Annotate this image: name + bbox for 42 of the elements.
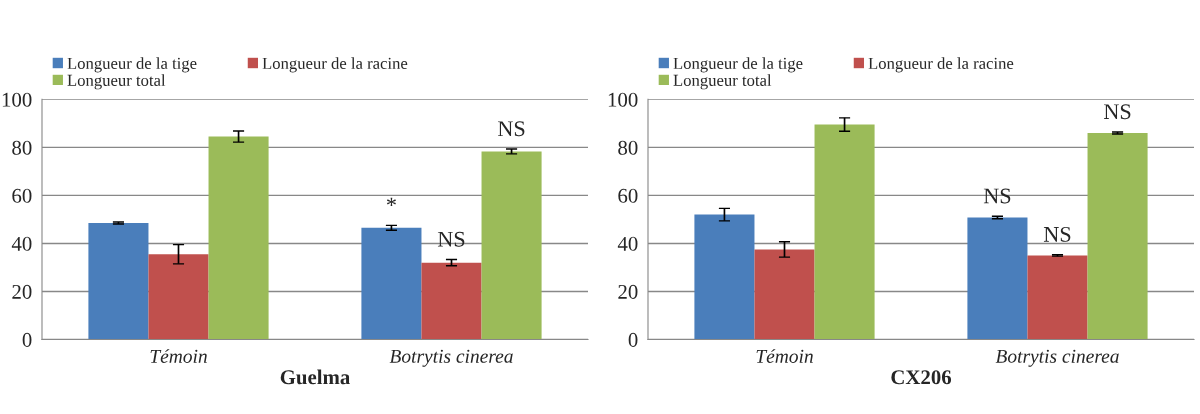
y-tick-label: 20 <box>12 284 32 299</box>
annotation: * <box>386 197 396 206</box>
legend-label: Longueur total <box>67 74 166 90</box>
bar <box>1027 255 1088 340</box>
x-tick-label: Témoin <box>150 349 207 363</box>
x-tick-label: Témoin <box>756 349 813 363</box>
annotation: NS <box>498 121 525 137</box>
legend-label: Longueur de la racine <box>868 57 1014 73</box>
y-tick-label: 20 <box>618 284 638 299</box>
bar <box>967 217 1028 340</box>
annotation: NS <box>437 231 465 247</box>
y-tick-label: 60 <box>618 188 638 203</box>
bar <box>148 254 209 340</box>
legend-label: Longueur de la tige <box>673 57 803 73</box>
x-axis-title: Guelma <box>280 369 350 385</box>
legend-label: Longueur de la tige <box>67 57 197 73</box>
y-tick-label: 0 <box>628 332 638 347</box>
bar <box>694 214 755 340</box>
y-tick-label: 100 <box>2 92 32 107</box>
bar <box>481 151 542 340</box>
bar <box>361 227 422 340</box>
bar <box>1087 132 1148 340</box>
y-tick-label: 60 <box>12 188 32 203</box>
bar <box>754 249 815 340</box>
bar <box>421 262 482 340</box>
annotation: NS <box>1104 104 1131 120</box>
x-tick-label: Botrytis cinerea <box>995 349 1119 367</box>
y-tick-label: 80 <box>12 140 32 155</box>
legend-label: Longueur total <box>673 74 772 90</box>
annotation: NS <box>1043 226 1071 242</box>
bar <box>208 136 269 340</box>
y-tick-label: 40 <box>617 236 638 251</box>
y-tick-label: 100 <box>608 92 638 107</box>
x-axis-title: CX206 <box>891 370 952 385</box>
x-tick-label: Botrytis cinerea <box>389 349 513 367</box>
y-tick-label: 0 <box>22 332 32 347</box>
y-tick-label: 80 <box>618 140 638 155</box>
y-tick-label: 40 <box>11 236 32 251</box>
annotation: NS <box>983 188 1011 204</box>
legend-label: Longueur de la racine <box>262 57 408 73</box>
bar <box>88 223 149 340</box>
bar <box>814 124 875 340</box>
